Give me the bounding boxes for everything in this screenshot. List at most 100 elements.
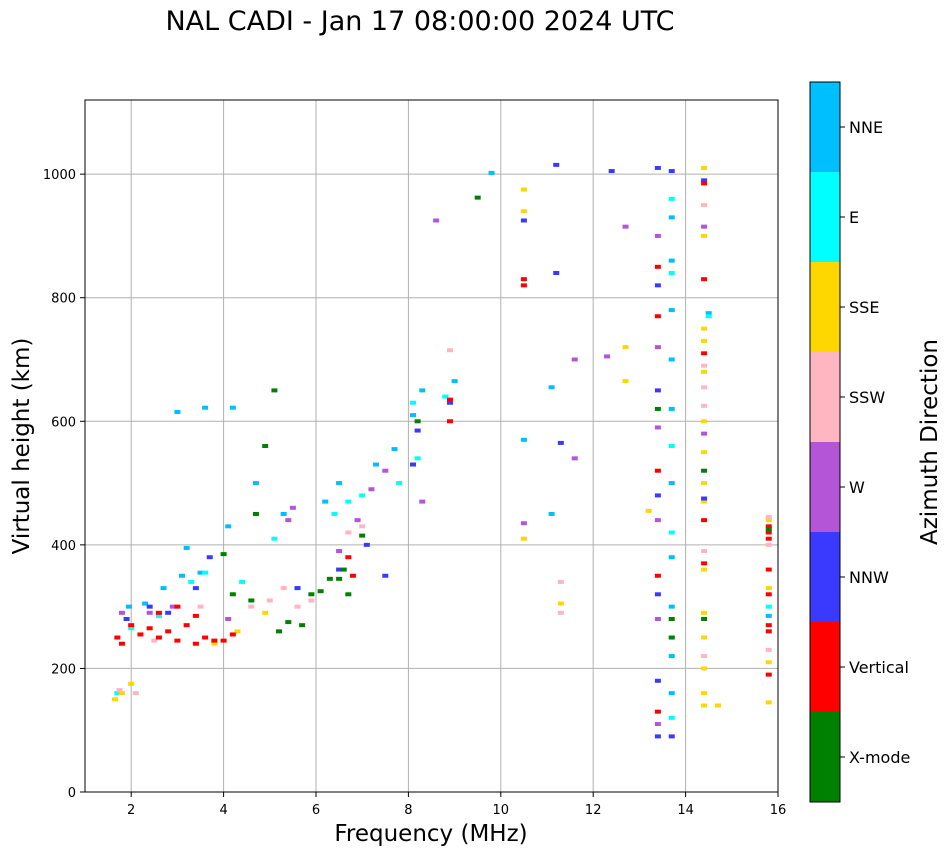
data-point-nne	[668, 406, 675, 411]
data-point-ssw	[701, 363, 708, 368]
data-point-x-mode	[271, 388, 278, 393]
data-point-w	[289, 505, 296, 510]
data-point-nnw	[553, 162, 560, 167]
data-point-nnw	[654, 592, 661, 597]
data-point-sse	[645, 508, 652, 513]
data-point-vertical	[701, 518, 708, 523]
data-point-vertical	[446, 397, 453, 402]
data-point-e	[271, 536, 278, 541]
data-point-vertical	[202, 635, 209, 640]
data-point-w	[701, 431, 708, 436]
data-point-vertical	[654, 468, 661, 473]
data-point-vertical	[192, 641, 199, 646]
data-point-nnw	[654, 734, 661, 739]
data-point-nne	[668, 215, 675, 220]
data-point-ssw	[132, 691, 139, 696]
colorbar-category-label: W	[849, 478, 865, 497]
data-point-vertical	[165, 629, 172, 634]
data-point-nnw	[123, 617, 130, 621]
data-point-vertical	[765, 536, 772, 541]
colorbar-segment	[810, 532, 840, 622]
data-point-e	[705, 314, 712, 319]
data-point-w	[701, 224, 708, 229]
data-point-sse	[211, 641, 218, 646]
data-point-e	[396, 481, 403, 486]
data-point-nne	[183, 545, 190, 550]
data-point-nne	[179, 573, 186, 578]
y-axis-ticks: 0 200 400 600 800 1000	[43, 168, 85, 801]
colorbar-category-label: NNW	[849, 568, 889, 587]
x-tick-label: 14	[677, 803, 694, 818]
data-point-sse	[701, 610, 708, 615]
data-point-e	[668, 530, 675, 535]
data-point-vertical	[520, 283, 527, 288]
data-point-nne	[488, 170, 495, 175]
data-point-nne	[174, 410, 181, 415]
data-point-sse	[701, 481, 708, 486]
data-point-nnw	[414, 428, 421, 433]
data-point-vertical	[146, 626, 153, 631]
data-point-w	[336, 549, 343, 554]
data-point-nne	[419, 388, 426, 393]
data-point-x-mode	[308, 592, 315, 597]
data-point-w	[146, 610, 153, 615]
data-point-e	[188, 579, 195, 584]
data-point-ssw	[701, 203, 708, 208]
data-point-vertical	[654, 573, 661, 578]
colorbar-category-label: E	[849, 208, 859, 227]
colorbar-segment	[810, 622, 840, 712]
data-point-w	[419, 499, 426, 504]
data-point-nne	[225, 524, 232, 529]
y-tick-label: 800	[51, 292, 76, 307]
data-point-x-mode	[317, 589, 324, 594]
data-point-sse	[622, 379, 629, 384]
data-point-ssw	[701, 549, 708, 554]
data-point-sse	[701, 499, 708, 504]
data-point-nne	[548, 385, 555, 390]
data-point-w	[654, 518, 661, 523]
data-point-sse	[520, 209, 527, 214]
data-point-ssw	[359, 524, 366, 529]
colorbar-category-label: SSE	[849, 298, 879, 317]
y-tick-label: 1000	[43, 168, 76, 183]
data-point-e	[668, 271, 675, 275]
chart-title: NAL CADI - Jan 17 08:00:00 2024 UTC	[165, 6, 675, 37]
data-point-sse	[701, 369, 708, 374]
data-point-sse	[765, 586, 772, 591]
data-point-nne	[410, 413, 417, 418]
x-tick-label: 4	[219, 803, 227, 818]
data-point-w	[354, 518, 361, 523]
data-point-x-mode	[765, 527, 772, 532]
data-point-x-mode	[701, 617, 708, 621]
data-point-e	[128, 626, 135, 631]
data-point-nne	[197, 570, 204, 575]
data-point-vertical	[118, 641, 125, 646]
data-point-x-mode	[345, 592, 352, 597]
data-point-x-mode	[262, 444, 269, 448]
data-point-ssw	[701, 403, 708, 408]
data-point-w	[571, 456, 578, 461]
data-point-vertical	[183, 623, 190, 628]
x-tick-label: 16	[770, 803, 787, 818]
colorbar-category-label: Vertical	[849, 658, 909, 677]
data-point-vertical	[349, 573, 356, 578]
data-point-x-mode	[668, 617, 675, 621]
data-point-nnw	[553, 271, 560, 275]
data-point-nne	[668, 654, 675, 659]
data-point-nne	[668, 258, 675, 263]
x-tick-label: 8	[404, 803, 412, 818]
data-point-w	[604, 354, 611, 359]
data-point-w	[654, 425, 661, 430]
data-point-sse	[701, 338, 708, 343]
x-tick-label: 2	[127, 803, 135, 818]
colorbar-label: Azimuth Direction	[917, 339, 943, 545]
y-tick-label: 0	[68, 786, 76, 801]
data-point-sse	[112, 697, 119, 702]
data-point-x-mode	[414, 419, 421, 424]
data-point-x-mode	[285, 620, 292, 625]
data-point-nnw	[557, 440, 564, 445]
data-point-nnw	[668, 734, 675, 739]
data-point-nne	[668, 357, 675, 362]
data-point-w	[654, 722, 661, 727]
data-point-x-mode	[340, 567, 347, 572]
